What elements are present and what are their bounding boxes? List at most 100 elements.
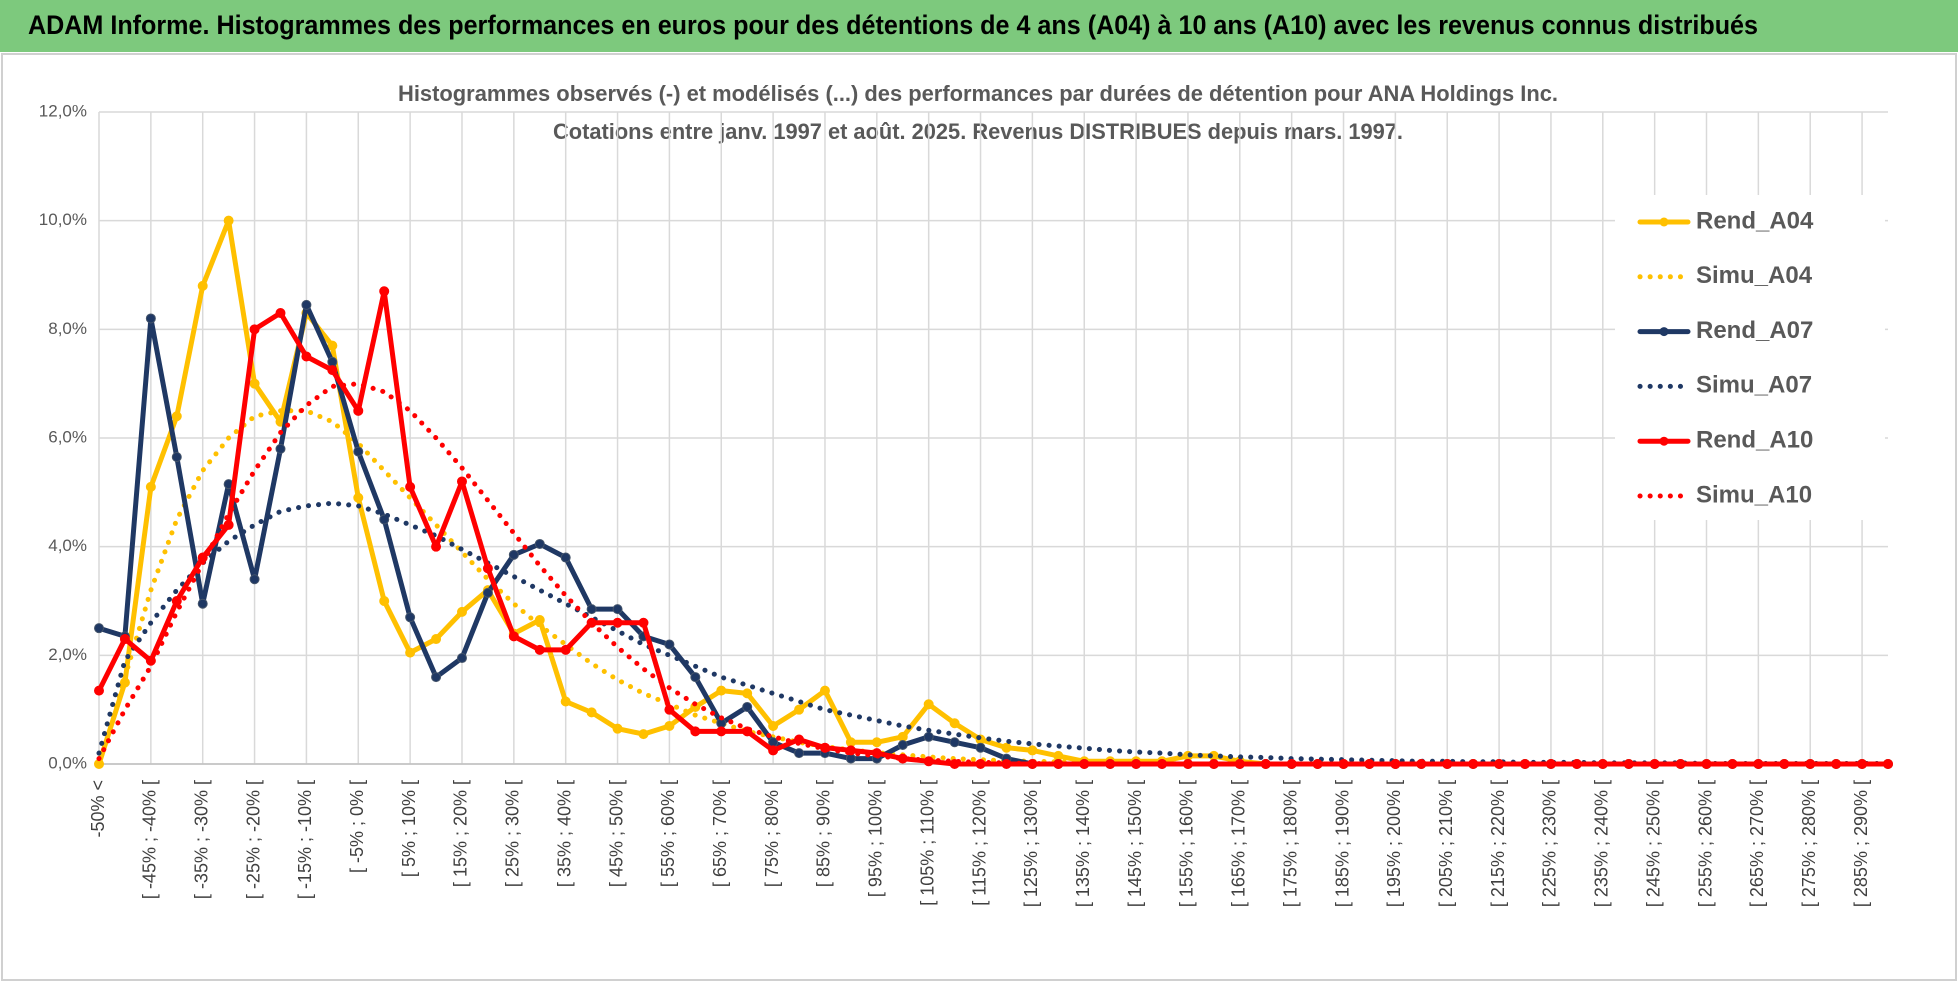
page-title: ADAM Informe. Histogrammes des performan… (28, 10, 1758, 40)
data-point (534, 644, 545, 655)
legend-label: Simu_A04 (1696, 262, 1813, 289)
data-point (119, 634, 130, 645)
y-tick-label: 2,0% (48, 645, 87, 664)
data-point (949, 737, 960, 748)
legend-label: Simu_A07 (1696, 372, 1812, 399)
data-point (560, 696, 571, 707)
legend-label: Rend_A10 (1696, 427, 1813, 454)
x-tick-label: [ 125% ; 130% [ (1021, 780, 1041, 907)
data-point (1001, 742, 1012, 753)
data-point (431, 541, 442, 552)
data-point (275, 443, 286, 454)
data-point (223, 215, 234, 226)
x-tick-label: [ 95% ; 100% [ (866, 780, 886, 897)
x-tick-label: [ 255% ; 260% [ (1695, 780, 1715, 907)
data-point (379, 286, 390, 297)
data-point (197, 598, 208, 609)
data-point (94, 623, 104, 634)
x-tick-label: [ 135% ; 140% [ (1073, 780, 1093, 907)
x-tick-label: [ -5% ; 0% [ (347, 780, 367, 873)
data-point (379, 596, 390, 606)
data-point (664, 720, 675, 731)
legend-label: Rend_A07 (1696, 317, 1813, 344)
data-point (405, 481, 416, 492)
banner (0, 0, 1958, 52)
data-point (871, 737, 882, 748)
data-point (560, 644, 571, 655)
data-point (716, 685, 727, 696)
data-point (171, 452, 182, 463)
grid: 0,0% 2,0% 4,0% 6,0% 8,0% 10,0% 12,0% -50% < [ -4… (39, 101, 1888, 907)
x-tick-label: [ 75% ; 80% [ (762, 780, 782, 887)
data-point (794, 748, 805, 759)
data-point (768, 720, 779, 731)
x-tick-label: [ 155% ; 160% [ (1177, 780, 1197, 907)
legend: Rend_A04 Simu_A04 Rend_A07 Simu_A07 Rend_A10… (1615, 195, 1885, 520)
x-tick-label: [ -35% ; -30% [ (191, 780, 211, 899)
x-tick-label: [ 275% ; 280% [ (1799, 780, 1819, 907)
data-point (456, 606, 467, 617)
x-tick-label: -50% < (88, 780, 108, 838)
data-point (612, 617, 623, 628)
data-point (431, 634, 442, 645)
data-point (586, 707, 597, 718)
data-point (586, 604, 597, 615)
legend-marker (1659, 327, 1669, 337)
chart-subtitle: Cotations entre janv. 1997 et août. 2025… (553, 119, 1403, 144)
data-point (638, 617, 649, 628)
chart-subtitle: Histogrammes observés (-) et modélisés (… (398, 81, 1558, 106)
x-tick-label: [ 15% ; 20% [ (451, 780, 471, 887)
data-point (742, 701, 753, 712)
x-tick-label: [ 115% ; 120% [ (969, 780, 989, 906)
x-tick-label: [ 205% ; 210% [ (1436, 780, 1456, 907)
data-point (249, 574, 260, 585)
data-point (975, 742, 986, 753)
y-tick-label: 8,0% (48, 319, 87, 338)
x-tick-label: [ -15% ; -10% [ (295, 780, 315, 899)
data-point (327, 356, 338, 367)
data-point (923, 699, 934, 710)
data-point (768, 745, 779, 756)
data-point (534, 538, 545, 549)
legend-marker (1659, 436, 1669, 446)
data-point (249, 378, 260, 389)
x-tick-label: [ 245% ; 250% [ (1643, 780, 1663, 907)
data-point (456, 653, 467, 664)
y-tick-label: 6,0% (48, 427, 87, 446)
data-point (612, 723, 623, 734)
data-point (249, 324, 260, 335)
data-point (638, 729, 649, 740)
data-point (94, 685, 104, 696)
data-point (223, 519, 234, 530)
data-point (197, 280, 208, 291)
x-tick-label: [ 85% ; 90% [ (814, 780, 834, 887)
data-point (612, 604, 623, 615)
data-point (145, 313, 156, 324)
data-point (664, 639, 675, 650)
data-point (301, 351, 312, 362)
data-point (923, 731, 934, 742)
legend-label: Simu_A10 (1696, 481, 1812, 508)
x-tick-label: [ 265% ; 270% [ (1747, 780, 1767, 907)
x-tick-label: [ 215% ; 220% [ (1488, 780, 1508, 907)
data-point (482, 587, 493, 598)
data-point (456, 476, 467, 487)
data-point (353, 446, 364, 457)
data-point (819, 685, 830, 696)
x-tick-label: [ 285% ; 290% [ (1851, 780, 1871, 907)
data-point (145, 481, 156, 492)
data-point (560, 552, 571, 563)
y-tick-label: 0,0% (48, 753, 87, 772)
data-point (275, 308, 286, 319)
data-point (897, 739, 908, 750)
data-point (327, 365, 338, 376)
data-point (327, 340, 338, 351)
data-point (690, 726, 701, 737)
data-point (742, 688, 753, 699)
data-point (716, 726, 727, 737)
x-tick-label: [ 25% ; 30% [ (503, 780, 523, 887)
x-tick-label: [ 175% ; 180% [ (1280, 780, 1300, 907)
data-point (171, 411, 182, 422)
data-point (1027, 745, 1038, 756)
